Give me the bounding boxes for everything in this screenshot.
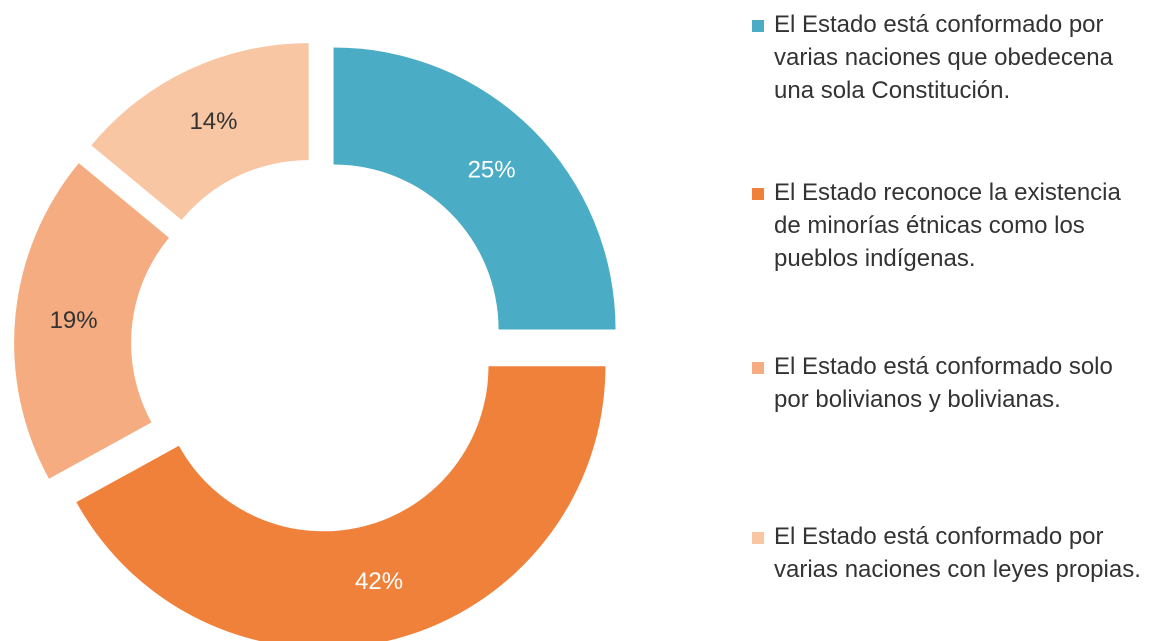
donut-slice [333, 47, 616, 330]
data-label: 25% [468, 157, 516, 184]
legend-label: El Estado reconoce la existencia de mino… [774, 179, 1121, 272]
legend-item: El Estado está conformado solo por boliv… [750, 350, 1150, 416]
legend-label: El Estado está conformado por varias nac… [774, 11, 1113, 104]
legend-swatch [752, 188, 764, 200]
data-label: 19% [50, 307, 98, 334]
legend-swatch [752, 532, 764, 544]
chart: 25% 42% 19% 14% [14, 43, 616, 641]
legend-item: El Estado está conformado por varias nac… [750, 8, 1150, 107]
legend-swatch [752, 362, 764, 374]
legend-item: El Estado reconoce la existencia de mino… [750, 176, 1150, 275]
legend-label: El Estado está conformado por varias nac… [774, 523, 1141, 583]
donut-slice [76, 366, 606, 641]
legend-swatch [752, 20, 764, 32]
data-label: 42% [355, 568, 403, 595]
donut-slice [91, 43, 309, 220]
legend-item: El Estado está conformado por varias nac… [750, 520, 1150, 586]
legend-label: El Estado está conformado solo por boliv… [774, 353, 1113, 413]
donut-slice [14, 163, 169, 479]
data-label: 14% [189, 108, 237, 135]
